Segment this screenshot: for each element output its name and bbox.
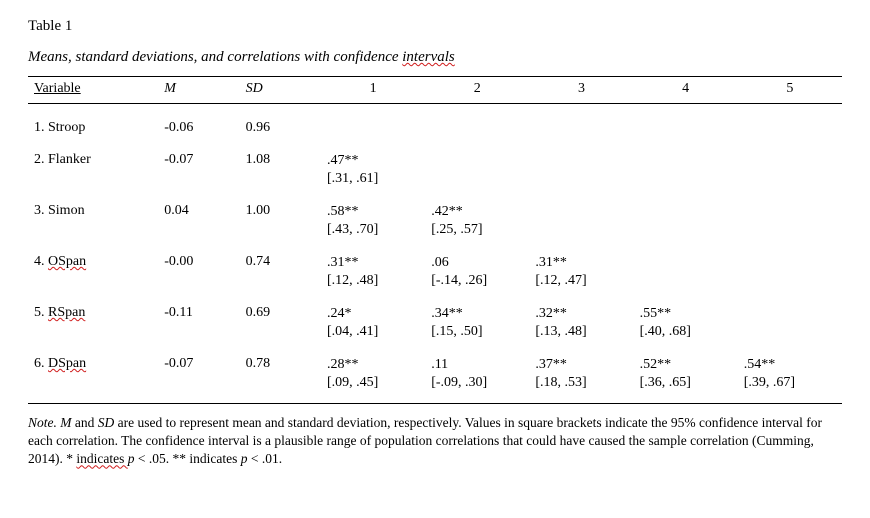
- corr-cell: .54**[.39, .67]: [738, 348, 842, 399]
- corr-cell: .47**[.31, .61]: [321, 144, 425, 195]
- corr-cell: .24*[.04, .41]: [321, 297, 425, 348]
- col-sd: SD: [240, 77, 321, 104]
- sd-value: 0.78: [240, 348, 321, 399]
- col-2: 2: [425, 77, 529, 104]
- col-4: 4: [634, 77, 738, 104]
- sd-value: 0.96: [240, 112, 321, 144]
- corr-cell: [529, 144, 633, 195]
- caption-text: Means, standard deviations, and correlat…: [28, 49, 402, 65]
- note-indicates1: indicates: [76, 451, 127, 466]
- variable-name: 5. RSpan: [28, 297, 158, 348]
- table-row: 1. Stroop-0.060.96: [28, 112, 842, 144]
- note-part1: and: [72, 415, 98, 430]
- corr-cell: .11[-.09, .30]: [425, 348, 529, 399]
- note-lead: Note. M: [28, 415, 72, 430]
- corr-cell: [634, 246, 738, 297]
- corr-cell: [634, 144, 738, 195]
- corr-cell: [738, 297, 842, 348]
- table-label: Table 1: [28, 18, 842, 35]
- corr-cell: [634, 112, 738, 144]
- corr-cell: [425, 144, 529, 195]
- corr-cell: .52**[.36, .65]: [634, 348, 738, 399]
- sd-value: 0.74: [240, 246, 321, 297]
- corr-cell: [529, 195, 633, 246]
- corr-cell: .32**[.13, .48]: [529, 297, 633, 348]
- table-caption: Means, standard deviations, and correlat…: [28, 49, 842, 66]
- mean-value: -0.07: [158, 144, 239, 195]
- col-5: 5: [738, 77, 842, 104]
- corr-cell: [738, 195, 842, 246]
- table-body: 1. Stroop-0.060.962. Flanker-0.071.08.47…: [28, 104, 842, 400]
- corr-cell: [321, 112, 425, 144]
- corr-cell: [425, 112, 529, 144]
- corr-cell: .28**[.09, .45]: [321, 348, 425, 399]
- col-mean: M: [158, 77, 239, 104]
- table-row: 5. RSpan-0.110.69.24*[.04, .41].34**[.15…: [28, 297, 842, 348]
- corr-cell: [738, 112, 842, 144]
- corr-cell: [738, 246, 842, 297]
- variable-name: 6. DSpan: [28, 348, 158, 399]
- table-row: 2. Flanker-0.071.08.47**[.31, .61]: [28, 144, 842, 195]
- note-tail2: < .01.: [247, 451, 282, 466]
- sd-value: 1.08: [240, 144, 321, 195]
- corr-cell: .37**[.18, .53]: [529, 348, 633, 399]
- table-row: 4. OSpan-0.000.74.31**[.12, .48].06[-.14…: [28, 246, 842, 297]
- col-3: 3: [529, 77, 633, 104]
- mean-value: -0.00: [158, 246, 239, 297]
- table-header: Variable M SD 1 2 3 4 5: [28, 77, 842, 104]
- table-row: 6. DSpan-0.070.78.28**[.09, .45].11[-.09…: [28, 348, 842, 399]
- variable-name: 4. OSpan: [28, 246, 158, 297]
- col-variable: Variable: [28, 77, 158, 104]
- mean-value: 0.04: [158, 195, 239, 246]
- sd-value: 1.00: [240, 195, 321, 246]
- table-row: 3. Simon0.041.00.58**[.43, .70].42**[.25…: [28, 195, 842, 246]
- variable-name: 1. Stroop: [28, 112, 158, 144]
- corr-cell: [634, 195, 738, 246]
- mean-value: -0.07: [158, 348, 239, 399]
- table-bottom-rule: [28, 403, 842, 404]
- col-1: 1: [321, 77, 425, 104]
- note-sd: SD: [98, 415, 115, 430]
- corr-cell: .06[-.14, .26]: [425, 246, 529, 297]
- correlation-table: Variable M SD 1 2 3 4 5 1. Stroop-0.060.…: [28, 76, 842, 399]
- corr-cell: .58**[.43, .70]: [321, 195, 425, 246]
- corr-cell: [529, 112, 633, 144]
- corr-cell: .31**[.12, .48]: [321, 246, 425, 297]
- corr-cell: [738, 144, 842, 195]
- corr-cell: .34**[.15, .50]: [425, 297, 529, 348]
- table-note: Note. M and SD are used to represent mea…: [28, 414, 842, 469]
- variable-name: 3. Simon: [28, 195, 158, 246]
- corr-cell: .31**[.12, .47]: [529, 246, 633, 297]
- corr-cell: .55**[.40, .68]: [634, 297, 738, 348]
- mean-value: -0.11: [158, 297, 239, 348]
- caption-underlined-word: intervals: [402, 49, 455, 65]
- sd-value: 0.69: [240, 297, 321, 348]
- corr-cell: .42**[.25, .57]: [425, 195, 529, 246]
- mean-value: -0.06: [158, 112, 239, 144]
- variable-name: 2. Flanker: [28, 144, 158, 195]
- note-tail1: < .05. ** indicates: [134, 451, 240, 466]
- page: Table 1 Means, standard deviations, and …: [0, 0, 870, 518]
